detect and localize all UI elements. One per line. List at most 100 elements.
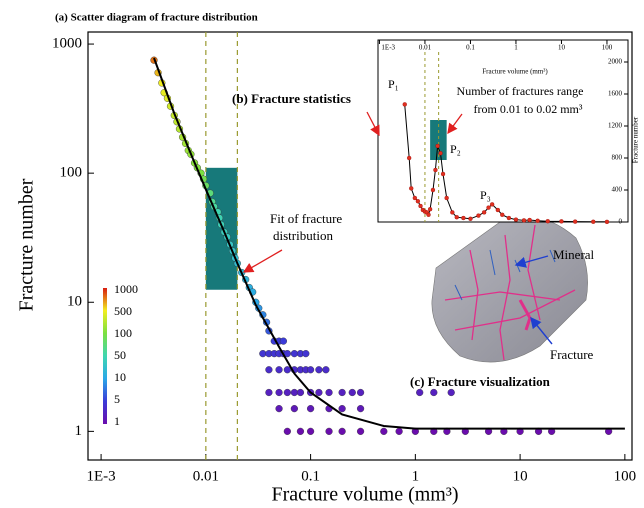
point bbox=[296, 427, 305, 435]
point bbox=[490, 202, 495, 207]
point bbox=[395, 427, 403, 435]
point bbox=[535, 218, 540, 223]
point bbox=[450, 210, 455, 215]
point bbox=[495, 207, 500, 213]
point bbox=[306, 427, 315, 435]
colorbar-label: 1000 bbox=[114, 282, 138, 296]
point bbox=[338, 405, 346, 413]
y-tick-label: 1200 bbox=[608, 122, 623, 130]
mineral-label: Mineral bbox=[553, 247, 595, 262]
inset-annotation: Number of fractures range bbox=[457, 84, 584, 98]
fit-label: distribution bbox=[273, 228, 333, 243]
colorbar-label: 50 bbox=[114, 348, 126, 362]
y-tick-label: 100 bbox=[60, 165, 83, 181]
point bbox=[283, 366, 291, 374]
point bbox=[306, 366, 315, 374]
point bbox=[573, 219, 578, 224]
point bbox=[513, 217, 519, 222]
point bbox=[407, 155, 412, 161]
x-tick-label: 10 bbox=[513, 468, 528, 484]
point bbox=[356, 405, 365, 413]
point bbox=[416, 388, 424, 397]
y-tick-label: 1000 bbox=[52, 35, 82, 51]
point bbox=[348, 388, 356, 397]
point bbox=[559, 219, 564, 224]
peak-label: P₂ bbox=[450, 142, 461, 156]
point bbox=[447, 388, 455, 397]
point bbox=[427, 207, 433, 212]
x-tick-label: 0.1 bbox=[301, 468, 320, 484]
x-tick-label: 1 bbox=[514, 44, 518, 52]
y-tick-label: 1600 bbox=[608, 90, 623, 98]
colorbar-label: 5 bbox=[114, 392, 120, 406]
point bbox=[265, 366, 273, 374]
x-tick-label: 10 bbox=[558, 44, 566, 52]
x-axis-label: Fracture volume (mm³) bbox=[271, 484, 458, 506]
point bbox=[275, 405, 283, 413]
point bbox=[275, 388, 283, 397]
x-tick-label: 100 bbox=[602, 44, 613, 52]
colorbar-label: 100 bbox=[114, 326, 132, 340]
point bbox=[302, 350, 310, 358]
inset-x-label: Fracture volume (mm³) bbox=[482, 68, 548, 76]
point bbox=[279, 337, 287, 345]
arrow bbox=[242, 249, 283, 273]
visualization-label: (c) Fracture visualization bbox=[410, 374, 551, 389]
point bbox=[433, 167, 438, 173]
point bbox=[402, 102, 407, 107]
point bbox=[476, 213, 481, 218]
y-tick-label: 0 bbox=[619, 218, 623, 226]
point bbox=[604, 219, 610, 224]
fracture-label: Fracture bbox=[550, 347, 594, 362]
point bbox=[275, 366, 283, 374]
x-tick-label: 1E-3 bbox=[381, 44, 395, 52]
x-tick-label: 100 bbox=[614, 468, 637, 484]
y-tick-label: 10 bbox=[67, 294, 82, 310]
point bbox=[296, 388, 305, 397]
point bbox=[430, 388, 438, 397]
point bbox=[435, 143, 440, 149]
point bbox=[290, 388, 298, 397]
point bbox=[306, 405, 315, 413]
arrow bbox=[447, 113, 463, 135]
point bbox=[315, 366, 323, 374]
inset-y-label: Fracture number bbox=[632, 116, 640, 163]
point bbox=[481, 210, 487, 215]
x-tick-label: 1E-3 bbox=[87, 468, 116, 484]
point bbox=[438, 151, 443, 156]
colorbar-label: 500 bbox=[114, 304, 132, 318]
point bbox=[430, 187, 436, 193]
y-axis-label: Fracture number bbox=[16, 178, 38, 311]
point bbox=[290, 350, 298, 358]
peak-label: P₃ bbox=[480, 188, 491, 202]
y-tick-label: 800 bbox=[612, 154, 623, 162]
inset-title: (b) Fracture statistics bbox=[232, 91, 351, 106]
chart-title: (a) Scatter diagram of fracture distribu… bbox=[55, 12, 258, 24]
point bbox=[322, 366, 330, 374]
highlight-box bbox=[430, 120, 447, 160]
point bbox=[412, 195, 417, 201]
point bbox=[591, 219, 596, 224]
inset-chart: 1E-3 0.01 0.1 1 10 100 0 400 800 1200 1600 2000 bbox=[377, 39, 629, 226]
point bbox=[444, 195, 449, 201]
point bbox=[338, 388, 346, 397]
point bbox=[545, 219, 550, 224]
point bbox=[356, 388, 365, 397]
colorbar-label: 1 bbox=[114, 414, 120, 428]
point bbox=[521, 218, 527, 223]
colorbar bbox=[103, 288, 107, 424]
highlight-box bbox=[205, 167, 238, 290]
point bbox=[409, 186, 414, 191]
point bbox=[283, 427, 291, 435]
y-tick-label: 400 bbox=[612, 186, 623, 194]
arrow bbox=[366, 111, 380, 137]
point bbox=[500, 212, 505, 217]
inset-annotation: from 0.01 to 0.02 mm³ bbox=[474, 102, 583, 116]
point bbox=[415, 199, 421, 204]
point bbox=[283, 388, 291, 397]
point bbox=[418, 203, 423, 209]
point bbox=[506, 215, 512, 221]
x-tick-label: 0.1 bbox=[466, 44, 475, 52]
point bbox=[468, 216, 473, 221]
